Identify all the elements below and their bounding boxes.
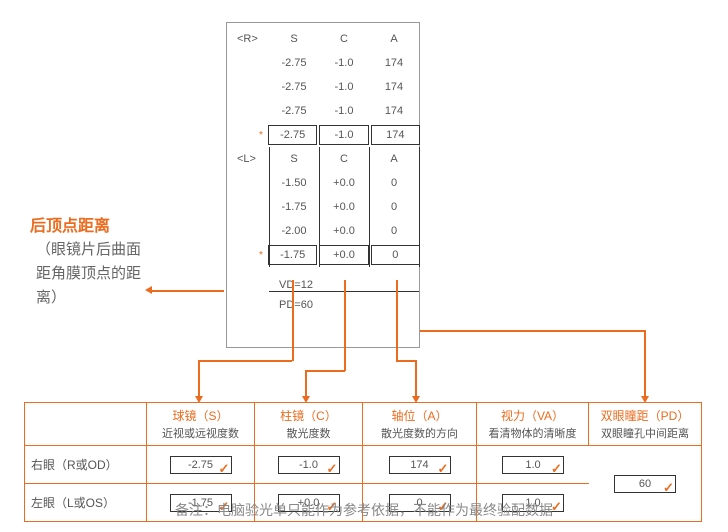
vd-value: VD=12 — [227, 279, 419, 291]
check-icon: ✓ — [438, 461, 452, 475]
check-icon: ✓ — [219, 461, 233, 475]
marker-dot: * — [259, 130, 263, 141]
table-cell: +0.0 — [319, 225, 369, 237]
table-cell: -1.0 — [319, 57, 369, 69]
table-cell: -1.0 — [319, 105, 369, 117]
table-cell: +0.0 — [319, 177, 369, 189]
val-r-a: 174✓ — [389, 456, 451, 474]
pd-value: PD=60 — [227, 299, 419, 311]
cell: -1.0✓ — [255, 446, 363, 483]
hdr-c: C — [319, 33, 369, 45]
callout-title: 后顶点距离 — [30, 212, 110, 236]
col-header-a: 轴位（A） 散光度数的方向 — [363, 403, 477, 445]
table-cell: +0.0 — [319, 201, 369, 213]
table-cell: -2.00 — [269, 225, 319, 237]
row-label-right: 右眼（R或OD） — [25, 446, 147, 483]
l-boxed-c: +0.0 — [319, 245, 368, 265]
l-boxed-s: -1.75 — [268, 245, 317, 265]
val-r-va: 1.0✓ — [502, 456, 564, 474]
marker-dot: * — [259, 250, 263, 261]
arrow-line — [396, 360, 416, 362]
table-cell: -2.75 — [269, 105, 319, 117]
table-cell: 0 — [369, 201, 419, 213]
cell: -2.75✓ — [147, 446, 255, 483]
r-boxed-a: 174 — [371, 125, 420, 145]
table-cell: 174 — [369, 105, 419, 117]
hdr-a: A — [369, 33, 419, 45]
table-cell: -2.75 — [269, 57, 319, 69]
table-cell: -2.75 — [269, 81, 319, 93]
hdr-s2: S — [269, 153, 319, 165]
arrow-line — [644, 330, 646, 398]
table-cell: -1.50 — [269, 177, 319, 189]
table-cell: -1.0 — [319, 81, 369, 93]
col-header-pd: 双眼瞳距（PD） 双眼瞳孔中间距离 — [589, 403, 701, 445]
col-header-va: 视力（VA） 看清物体的清晰度 — [477, 403, 589, 445]
arrow-line — [344, 280, 346, 371]
col-header-c: 柱镜（C） 散光度数 — [255, 403, 363, 445]
table-corner — [25, 403, 147, 445]
hdr-c2: C — [319, 153, 369, 165]
hdr-s: S — [269, 33, 319, 45]
arrow-line — [198, 360, 292, 362]
check-icon: ✓ — [327, 461, 341, 475]
table-cell: 0 — [369, 225, 419, 237]
r-label: <R> — [227, 33, 269, 45]
col-header-s: 球镜（S） 近视或远视度数 — [147, 403, 255, 445]
arrow-line — [415, 360, 417, 398]
table-cell: 174 — [369, 57, 419, 69]
table-cell: -1.75 — [269, 201, 319, 213]
arrow-head-icon — [145, 286, 152, 294]
r-boxed-s: -2.75 — [268, 125, 317, 145]
rx-slip-box: <R> S C A -2.75 -1.0 174 -2.75 -1.0 174 … — [226, 22, 420, 348]
arrow-line — [150, 290, 224, 292]
footer-note: 备注：电脑验光单只能作为参考依据，不能作为最终验配数据 — [0, 500, 728, 520]
r-boxed-c: -1.0 — [319, 125, 368, 145]
arrow-line — [396, 280, 398, 360]
val-r-s: -2.75✓ — [170, 456, 232, 474]
arrow-line — [305, 370, 345, 372]
cell: 1.0✓ — [477, 446, 589, 483]
l-label: <L> — [227, 153, 269, 165]
l-boxed-a: 0 — [371, 245, 420, 265]
arrow-line — [305, 370, 307, 398]
table-cell: 0 — [369, 177, 419, 189]
cell: 174✓ — [363, 446, 477, 483]
arrow-line — [198, 360, 200, 398]
callout-subtitle: （眼镜片后曲面距角膜顶点的距离） — [36, 238, 146, 310]
val-pd: 60✓ — [614, 475, 676, 493]
arrow-line — [420, 330, 644, 332]
hdr-a2: A — [369, 153, 419, 165]
table-cell: 174 — [369, 81, 419, 93]
check-icon: ✓ — [663, 480, 677, 494]
val-r-c: -1.0✓ — [278, 456, 340, 474]
arrow-line — [292, 280, 294, 361]
check-icon: ✓ — [551, 461, 565, 475]
